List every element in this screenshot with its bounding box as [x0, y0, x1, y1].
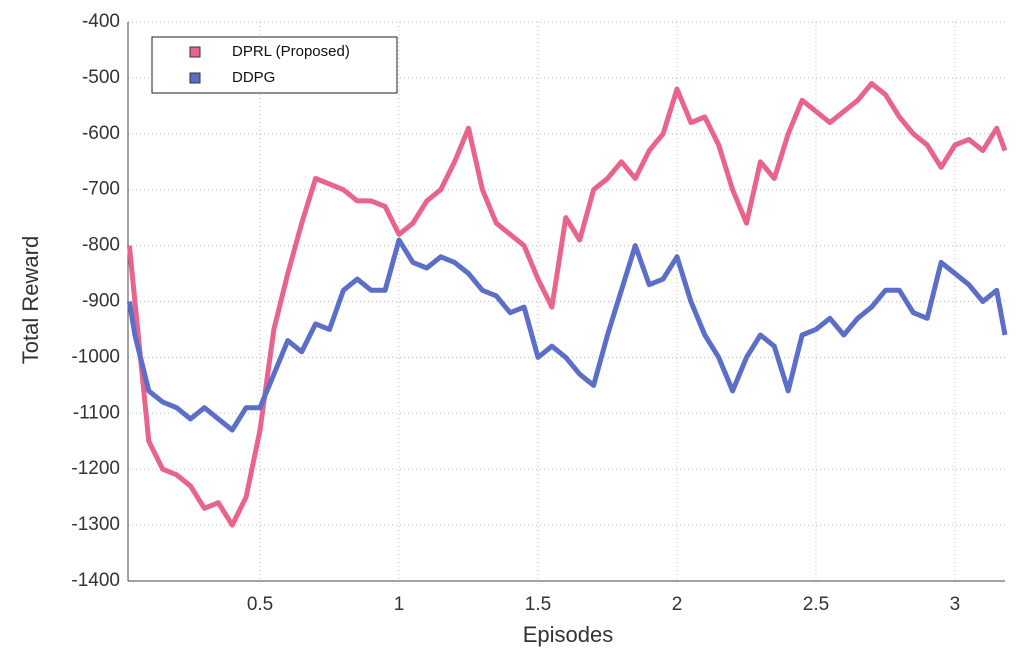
y-tick-label: -1000 [71, 346, 120, 367]
x-axis-title: Episodes [523, 622, 614, 647]
legend-swatch [189, 72, 201, 84]
y-tick-label: -1400 [71, 570, 120, 591]
legend-box [151, 36, 398, 94]
series-line [126, 81, 1008, 528]
y-tick-label: -600 [82, 123, 120, 144]
plot-area [128, 22, 1005, 581]
series-line [126, 237, 1008, 433]
y-axis-title: Total Reward [18, 236, 43, 364]
x-tick-label: 1 [394, 594, 405, 615]
y-tick-label: -700 [82, 179, 120, 200]
x-tick-label: 2.5 [803, 594, 829, 615]
y-tick-label: -1300 [71, 514, 120, 535]
y-tick-label: -800 [82, 235, 120, 256]
legend-label: DDPG [232, 69, 275, 86]
y-tick-label: -400 [82, 11, 120, 32]
x-tick-label: 0.5 [247, 594, 273, 615]
x-tick-label: 1.5 [525, 594, 551, 615]
legend-swatch [189, 46, 201, 58]
x-tick-label: 3 [950, 594, 961, 615]
x-tick-label: 2 [672, 594, 683, 615]
y-tick-label: -500 [82, 67, 120, 88]
legend-label: DPRL (Proposed) [232, 43, 350, 60]
y-tick-label: -1200 [71, 458, 120, 479]
y-tick-label: -1100 [73, 402, 120, 423]
y-tick-label: -900 [82, 291, 120, 312]
